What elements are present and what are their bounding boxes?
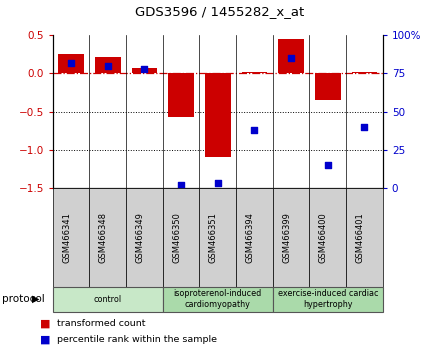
Text: GSM466350: GSM466350 [172,212,181,263]
Point [141,66,148,72]
Point [324,162,331,168]
Text: GSM466348: GSM466348 [99,212,108,263]
Text: GSM466341: GSM466341 [62,212,71,263]
Bar [279,39,304,74]
Point [288,56,295,61]
Text: isoproterenol-induced
cardiomyopathy: isoproterenol-induced cardiomyopathy [174,290,262,309]
Text: ▶: ▶ [32,294,40,304]
Text: percentile rank within the sample: percentile rank within the sample [57,335,217,344]
Bar [315,74,341,100]
Bar [132,68,158,74]
Bar [168,74,194,117]
Text: exercise-induced cardiac
hypertrophy: exercise-induced cardiac hypertrophy [278,290,378,309]
Point [361,124,368,130]
Text: protocol: protocol [2,294,45,304]
Text: GDS3596 / 1455282_x_at: GDS3596 / 1455282_x_at [136,5,304,18]
Text: transformed count: transformed count [57,319,146,329]
Bar [205,74,231,157]
Text: GSM466351: GSM466351 [209,212,218,263]
Text: GSM466400: GSM466400 [319,212,328,263]
Point [178,182,185,187]
Point [104,63,111,69]
Text: GSM466401: GSM466401 [356,212,364,263]
Text: ■: ■ [40,335,50,345]
Text: GSM466349: GSM466349 [136,212,144,263]
Text: control: control [94,295,122,304]
Text: GSM466399: GSM466399 [282,212,291,263]
Point [251,127,258,133]
Bar [95,57,121,74]
Bar [352,72,378,74]
Point [214,180,221,186]
Bar [242,72,268,74]
Bar [59,55,84,74]
Point [68,60,75,65]
Text: GSM466394: GSM466394 [246,212,254,263]
Text: ■: ■ [40,319,50,329]
